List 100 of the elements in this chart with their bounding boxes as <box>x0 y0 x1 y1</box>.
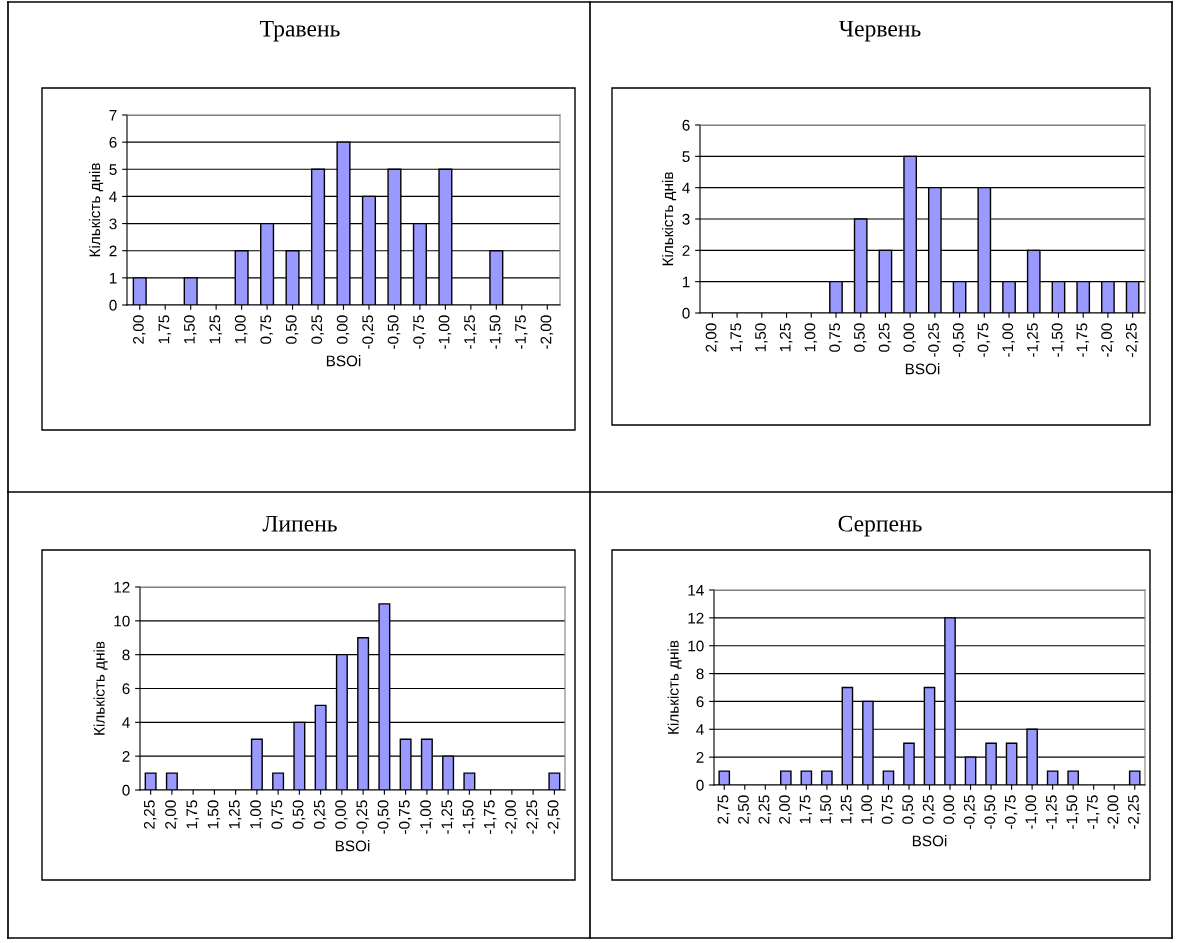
x-tick-label: 1,75 <box>186 800 200 829</box>
y-tick-label: 4 <box>109 191 117 202</box>
y-tick-label: 4 <box>682 182 690 194</box>
y-tick-label: 4 <box>696 724 704 735</box>
x-tick-label: -0,25 <box>356 800 370 834</box>
x-tick-label: 0,50 <box>292 800 306 829</box>
x-tick-label: -0,50 <box>952 323 966 357</box>
x-tick-label: -1,25 <box>441 800 455 834</box>
x-tick-label: 1,50 <box>755 323 768 352</box>
x-tick-label: 1,75 <box>799 795 813 824</box>
y-tick-label: 6 <box>696 696 704 708</box>
x-tick-label: -1,25 <box>1045 795 1059 829</box>
y-tick-label: 10 <box>114 615 130 627</box>
x-tick-label: 1,50 <box>183 315 197 344</box>
x-tick-label: -0,75 <box>977 323 991 357</box>
x-tick-label: -1,00 <box>438 315 452 349</box>
x-tick-label: 0,25 <box>878 323 892 352</box>
x-tick-label: -0,25 <box>963 795 977 829</box>
y-tick-label: 12 <box>688 612 704 624</box>
x-tick-label: 2,25 <box>758 795 772 824</box>
x-tick-label: -1,00 <box>1002 323 1015 357</box>
y-tick-label: 3 <box>109 218 117 230</box>
y-tick-label: 7 <box>109 110 117 121</box>
x-tick-label: 1,75 <box>730 323 743 352</box>
x-tick-label: -1,50 <box>462 800 476 834</box>
y-tick-label: 6 <box>122 683 130 695</box>
y-tick-label: 5 <box>109 164 117 175</box>
x-tick-label: 2,75 <box>717 795 731 824</box>
x-tick-label: 2,25 <box>143 800 157 829</box>
y-tick-label: 6 <box>682 119 690 131</box>
x-tick-label: -2,50 <box>547 800 561 834</box>
chart-title: Липень <box>262 515 337 532</box>
y-tick-label: 4 <box>122 717 130 728</box>
y-tick-label: 10 <box>688 640 704 652</box>
x-axis-title: BSOi <box>905 363 940 375</box>
x-tick-label: -1,00 <box>1025 795 1039 829</box>
x-tick-label: -2,25 <box>526 800 540 834</box>
x-tick-label: -1,50 <box>1051 323 1065 357</box>
x-tick-label: -0,75 <box>1004 795 1018 829</box>
x-tick-label: 2,50 <box>738 795 751 824</box>
x-tick-label: 1,25 <box>840 795 854 824</box>
y-tick-label: 8 <box>122 649 130 661</box>
y-tick-label: 0 <box>109 299 117 311</box>
x-tick-label: 0,75 <box>829 323 842 352</box>
x-tick-label: 0,25 <box>311 315 324 344</box>
x-tick-label: 1,75 <box>158 315 172 344</box>
chart-title: Червень <box>838 20 921 42</box>
x-tick-label: -1,25 <box>464 315 477 349</box>
x-tick-label: -1,75 <box>484 800 497 834</box>
x-tick-label: -2,25 <box>1128 795 1141 829</box>
x-tick-label: -1,75 <box>1087 795 1100 829</box>
x-tick-label: 1,00 <box>861 795 874 824</box>
x-tick-label: 1,00 <box>234 315 248 344</box>
x-tick-label: -0,75 <box>413 315 426 349</box>
x-tick-label: 0,75 <box>881 795 895 824</box>
x-tick-label: -1,50 <box>489 315 503 349</box>
y-tick-label: 0 <box>682 307 690 319</box>
x-tick-label: 2,00 <box>779 795 792 824</box>
y-axis-title: Кількість днів <box>667 640 682 734</box>
x-tick-label: -2,00 <box>540 315 554 349</box>
y-tick-label: 6 <box>109 137 117 148</box>
x-tick-label: 1,50 <box>820 795 833 824</box>
x-tick-label: -1,25 <box>1027 323 1040 357</box>
x-tick-label: -2,25 <box>1125 323 1139 357</box>
y-axis-title: Кількість днів <box>93 641 108 735</box>
x-tick-label: -2,00 <box>1107 795 1121 829</box>
x-tick-label: 1,25 <box>228 800 242 829</box>
x-tick-label: 0,00 <box>903 323 917 352</box>
x-tick-label: 0,00 <box>336 315 350 344</box>
x-tick-label: 0,25 <box>313 800 327 829</box>
x-tick-label: -0,50 <box>984 795 997 829</box>
x-tick-label: 1,00 <box>250 800 263 829</box>
y-tick-label: 12 <box>114 581 130 593</box>
y-tick-label: 2 <box>122 751 130 762</box>
chart-title: Травень <box>260 20 340 42</box>
x-tick-label: -2,00 <box>505 800 518 834</box>
y-axis-title: Кількість днів <box>661 172 677 266</box>
x-tick-label: 1,50 <box>207 800 221 829</box>
x-tick-label: -1,75 <box>515 315 528 349</box>
x-tick-label: -0,25 <box>362 315 375 349</box>
x-axis-title: BSOi <box>326 355 361 367</box>
y-tick-label: 1 <box>682 276 690 288</box>
x-tick-label: -2,00 <box>1101 323 1114 357</box>
y-axis-title: Кількість днів <box>88 163 104 257</box>
x-tick-label: -0,75 <box>398 800 412 834</box>
x-tick-label: -0,50 <box>377 800 391 834</box>
x-tick-label: 1,25 <box>209 315 223 344</box>
x-tick-label: 2,00 <box>165 800 178 829</box>
y-tick-label: 1 <box>109 272 117 284</box>
x-tick-label: -1,00 <box>420 800 433 834</box>
y-tick-label: 14 <box>688 585 704 596</box>
y-tick-label: 2 <box>109 245 117 257</box>
x-tick-label: -0,50 <box>387 315 401 349</box>
y-tick-label: 8 <box>696 668 704 680</box>
y-tick-label: 2 <box>696 752 704 763</box>
x-tick-label: 0,00 <box>335 800 348 829</box>
x-tick-label: 1,25 <box>779 323 793 352</box>
y-tick-label: 0 <box>696 779 704 791</box>
x-tick-label: 0,25 <box>922 795 936 824</box>
y-tick-label: 0 <box>122 784 130 796</box>
